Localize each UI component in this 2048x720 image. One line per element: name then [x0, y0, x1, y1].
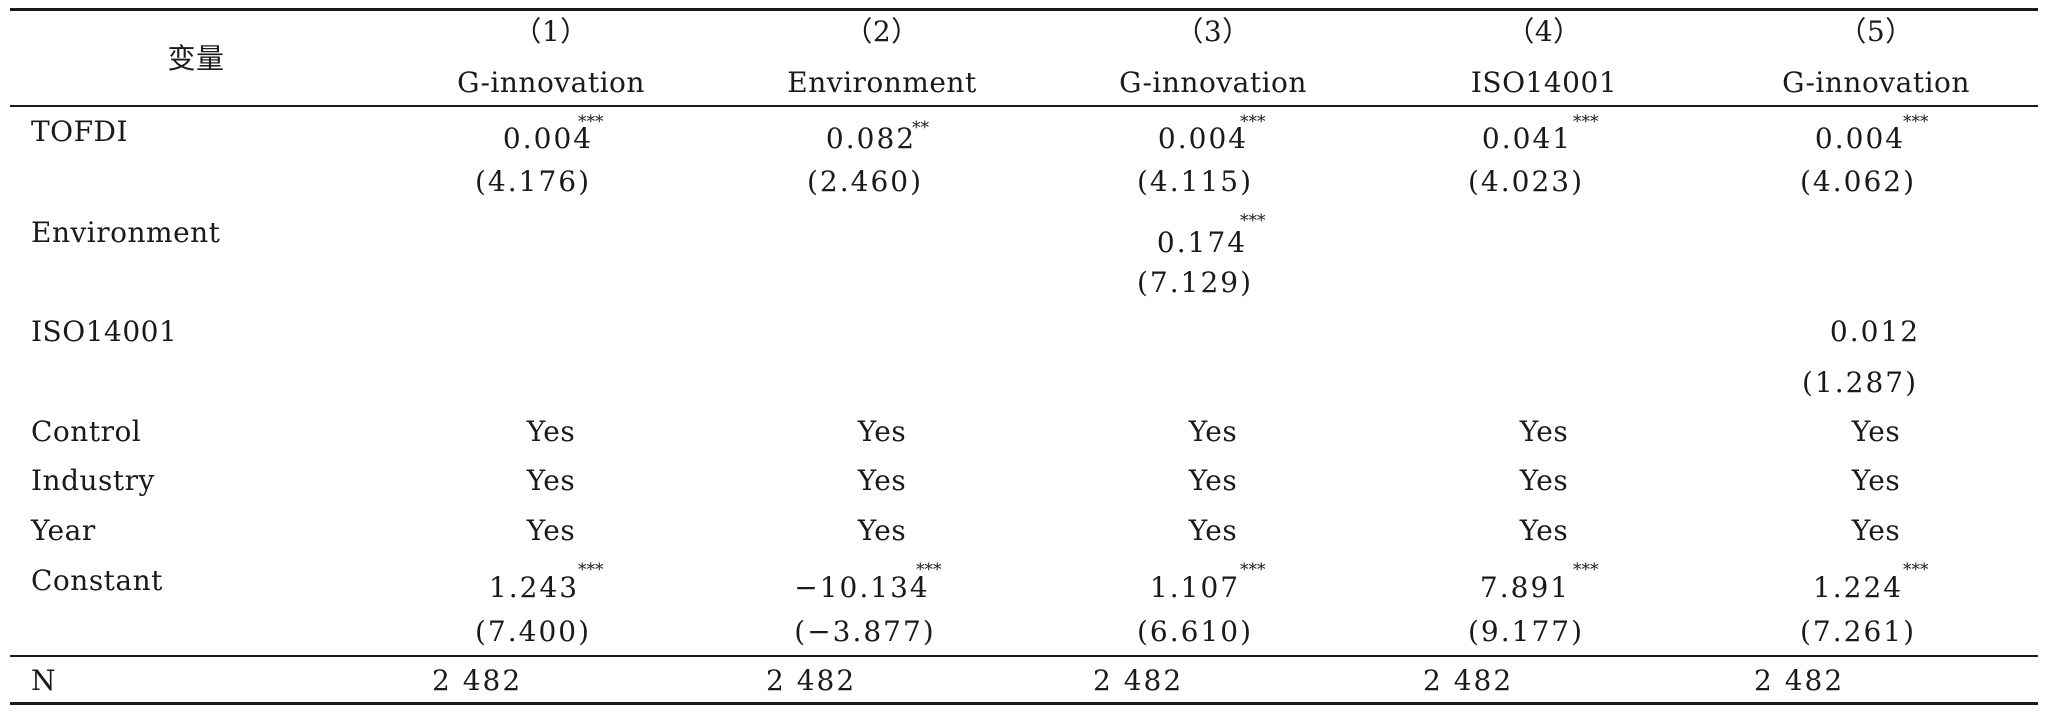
constant-stars-3: *** [1240, 560, 1266, 580]
tofdi-stars-4: *** [1573, 112, 1599, 132]
iso14001-t-5: (1.287) [1801, 366, 1919, 399]
tofdi-coef-1: 0.004 [502, 122, 594, 155]
control-cell-3: Yes [1188, 415, 1238, 448]
tofdi-coef-3: 0.004 [1157, 122, 1249, 155]
n-cell-1: 2 482 [432, 664, 523, 697]
iso14001-coef-5: 0.012 [1829, 315, 1921, 348]
year-cell-4: Yes [1519, 514, 1569, 547]
row-label-control: Control [31, 415, 142, 448]
n-cell-3: 2 482 [1093, 664, 1184, 697]
constant-t-3: (6.610) [1136, 615, 1254, 648]
column-name-4: ISO14001 [1470, 66, 1618, 99]
tofdi-stars-2: ** [912, 118, 929, 138]
tofdi-stars-3: *** [1240, 112, 1266, 132]
environment-stars-3: *** [1240, 211, 1266, 231]
constant-t-5: (7.261) [1799, 615, 1917, 648]
tofdi-t-1: (4.176) [474, 165, 592, 198]
year-cell-5: Yes [1851, 514, 1901, 547]
table-bottom-rule [10, 702, 2038, 705]
year-cell-2: Yes [857, 514, 907, 547]
constant-t-1: (7.400) [474, 615, 592, 648]
control-cell-4: Yes [1519, 415, 1569, 448]
year-cell-3: Yes [1188, 514, 1238, 547]
environment-t-3: (7.129) [1136, 266, 1254, 299]
industry-cell-5: Yes [1851, 464, 1901, 497]
column-number-5: （5） [1838, 15, 1914, 48]
column-name-2: Environment [787, 66, 977, 99]
constant-coef-5: 1.224 [1812, 571, 1904, 604]
constant-t-2: (−3.877) [794, 615, 936, 648]
n-cell-2: 2 482 [766, 664, 857, 697]
n-cell-4: 2 482 [1423, 664, 1514, 697]
industry-cell-2: Yes [857, 464, 907, 497]
column-number-2: （2） [844, 15, 920, 48]
control-cell-5: Yes [1851, 415, 1901, 448]
tofdi-coef-4: 0.041 [1481, 122, 1573, 155]
column-number-4: （4） [1506, 15, 1582, 48]
constant-stars-5: *** [1903, 560, 1929, 580]
constant-stars-2: *** [916, 560, 942, 580]
row-label-constant: Constant [31, 564, 163, 597]
industry-cell-3: Yes [1188, 464, 1238, 497]
tofdi-coef-5: 0.004 [1814, 122, 1906, 155]
tofdi-coef-2: 0.082 [825, 122, 917, 155]
tofdi-t-4: (4.023) [1467, 165, 1585, 198]
constant-coef-1: 1.243 [488, 571, 580, 604]
constant-coef-4: 7.891 [1479, 571, 1571, 604]
constant-coef-2: −10.134 [794, 571, 930, 604]
tofdi-stars-1: *** [578, 112, 604, 132]
row-label-iso14001: ISO14001 [31, 315, 178, 348]
environment-coef-3: 0.174 [1156, 226, 1248, 259]
industry-cell-1: Yes [526, 464, 576, 497]
table-header-rule [10, 105, 2038, 107]
table-n-rule [10, 655, 2038, 657]
n-cell-5: 2 482 [1754, 664, 1845, 697]
row-label-year: Year [31, 514, 96, 547]
constant-stars-4: *** [1573, 560, 1599, 580]
constant-stars-1b: *** [578, 560, 604, 580]
control-cell-2: Yes [857, 415, 907, 448]
tofdi-t-2: (2.460) [806, 165, 924, 198]
industry-cell-4: Yes [1519, 464, 1569, 497]
tofdi-stars-5: *** [1903, 112, 1929, 132]
row-label-tofdi: TOFDI [31, 115, 129, 148]
tofdi-t-5: (4.062) [1799, 165, 1917, 198]
row-label-n: N [31, 664, 56, 697]
column-name-3: G-innovation [1119, 66, 1307, 99]
column-name-5: G-innovation [1782, 66, 1970, 99]
control-cell-1: Yes [526, 415, 576, 448]
column-number-3: （3） [1175, 15, 1251, 48]
column-name-1: G-innovation [457, 66, 645, 99]
tofdi-t-3: (4.115) [1136, 165, 1254, 198]
row-label-industry: Industry [31, 464, 155, 497]
column-number-1: （1） [513, 15, 589, 48]
row-label-environment: Environment [31, 216, 221, 249]
table-top-rule [10, 8, 2038, 11]
variable-header: 变量 [167, 42, 225, 75]
constant-coef-3: 1.107 [1149, 571, 1241, 604]
year-cell-1: Yes [526, 514, 576, 547]
constant-t-4: (9.177) [1467, 615, 1585, 648]
